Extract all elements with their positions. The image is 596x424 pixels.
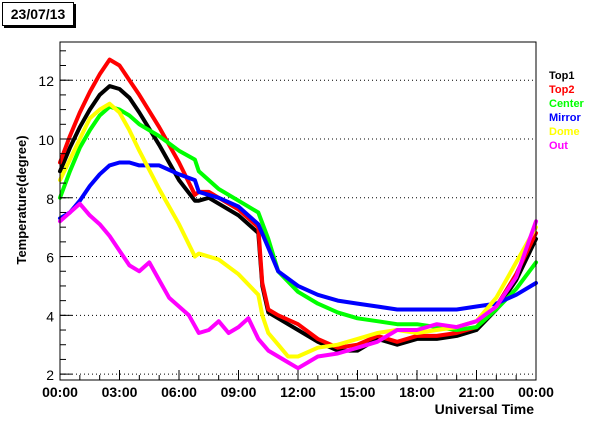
chart-title: 23/07/13 — [2, 2, 74, 26]
legend-item-dome: Dome — [549, 126, 580, 138]
y-tick-label: 8 — [46, 191, 54, 207]
series-line-dome — [58, 101, 538, 359]
x-axis: 00:00 03:00 06:00 09:00 12:00 15:00 18:00 21:00… — [42, 370, 554, 400]
legend: Top1 Top2 Center Mirror Dome Out — [549, 69, 595, 153]
x-tick-label: 09:00 — [221, 384, 257, 400]
legend-item-top1: Top1 — [549, 70, 575, 82]
y-axis-label: Temperature(degree) — [14, 135, 29, 264]
y-tick-label: 6 — [46, 250, 54, 266]
x-tick-label: 06:00 — [161, 384, 197, 400]
series-layer — [58, 57, 538, 371]
y-tick-label: 2 — [46, 367, 54, 383]
y-axis: 2 4 6 8 10 12 — [38, 50, 72, 383]
x-tick-label: 00:00 — [42, 384, 78, 400]
series-line-out — [58, 201, 538, 371]
series-line-mirror — [58, 160, 538, 312]
legend-item-center: Center — [549, 98, 584, 110]
legend-item-top2: Top2 — [549, 84, 575, 96]
series-line-center — [58, 104, 538, 332]
y-tick-label: 12 — [38, 73, 54, 89]
x-tick-label: 03:00 — [102, 384, 138, 400]
x-axis-label: Universal Time — [435, 401, 535, 417]
y-tick-label: 4 — [46, 308, 54, 324]
y-tick-label: 10 — [38, 132, 54, 148]
legend-item-out: Out — [549, 140, 568, 152]
legend-item-mirror: Mirror — [549, 112, 581, 124]
x-tick-label: 18:00 — [399, 384, 435, 400]
x-tick-label: 15:00 — [340, 384, 376, 400]
grid-lines — [60, 79, 536, 375]
x-tick-label: 00:00 — [518, 384, 554, 400]
x-tick-label: 12:00 — [280, 384, 316, 400]
x-tick-label: 21:00 — [459, 384, 495, 400]
